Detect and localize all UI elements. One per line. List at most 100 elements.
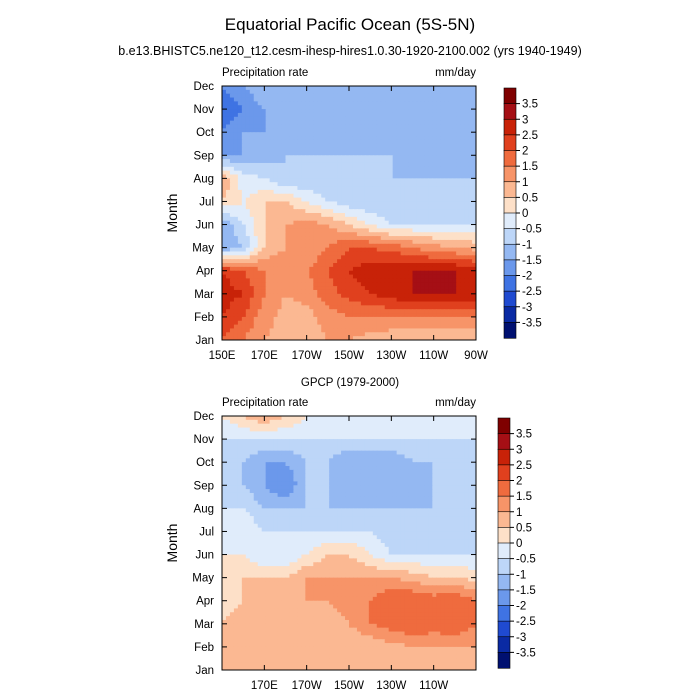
- model-heatmap-cell: [222, 255, 227, 260]
- model-heatmap-cell: [384, 266, 390, 272]
- model-heatmap-cell: [420, 309, 426, 314]
- gpcp-heatmap-cell: [388, 439, 394, 444]
- model-heatmap-cell: [448, 278, 453, 283]
- model-heatmap-cell: [392, 132, 398, 137]
- model-heatmap-cell: [325, 139, 330, 145]
- model-panel: Precipitation rate mm/day JanFebMarAprMa…: [164, 67, 488, 362]
- model-heatmap-cell: [317, 236, 322, 241]
- model-heatmap-cell: [364, 89, 370, 95]
- model-heatmap-cell: [321, 232, 326, 237]
- gpcp-heatmap-cell: [444, 416, 449, 421]
- model-heatmap-cell: [368, 209, 374, 214]
- model-heatmap-cell: [412, 124, 418, 129]
- model-heatmap-cell: [245, 316, 251, 322]
- model-heatmap-cell: [285, 182, 291, 187]
- model-heatmap-cell: [253, 328, 259, 333]
- model-heatmap-cell: [356, 289, 362, 295]
- model-heatmap-cell: [352, 170, 358, 176]
- model-heatmap-cell: [329, 197, 334, 203]
- model-heatmap-cell: [341, 247, 346, 253]
- model-heatmap-cell: [404, 109, 410, 114]
- model-heatmap-cell: [424, 182, 429, 187]
- model-heatmap-cell: [396, 182, 402, 187]
- gpcp-heatmap-cell: [432, 439, 437, 444]
- model-heatmap-cell: [456, 151, 461, 156]
- model-heatmap-cell: [464, 270, 469, 276]
- model-heatmap-cell: [392, 159, 398, 164]
- model-heatmap-cell: [356, 243, 362, 249]
- model-heatmap-cell: [321, 86, 326, 91]
- gpcp-heatmap-cell: [277, 454, 283, 459]
- model-heatmap-cell: [432, 120, 437, 126]
- model-heatmap-cell: [360, 313, 366, 318]
- model-heatmap-cell: [364, 151, 370, 156]
- model-heatmap-cell: [408, 136, 414, 141]
- model-heatmap-cell: [408, 124, 414, 129]
- model-heatmap-cell: [368, 155, 374, 160]
- model-heatmap-cell: [222, 224, 227, 229]
- gpcp-heatmap-cell: [237, 427, 243, 432]
- model-heatmap-cell: [301, 305, 306, 310]
- model-heatmap-cell: [261, 263, 267, 268]
- gpcp-heatmap-cell: [444, 442, 449, 448]
- gpcp-heatmap-cell: [265, 431, 271, 436]
- model-heatmap-cell: [464, 136, 469, 141]
- model-heatmap-cell: [460, 186, 465, 191]
- model-heatmap-cell: [364, 236, 370, 241]
- model-heatmap-cell: [444, 209, 449, 214]
- model-heatmap-cell: [448, 213, 453, 218]
- model-heatmap-cell: [329, 313, 334, 318]
- model-heatmap-cell: [368, 201, 374, 206]
- model-heatmap-cell: [420, 239, 426, 245]
- model-heatmap-cell: [436, 266, 441, 272]
- model-heatmap-cell: [321, 93, 326, 99]
- model-heatmap-cell: [400, 320, 406, 326]
- gpcp-heatmap-cell: [392, 431, 398, 436]
- model-heatmap-cell: [388, 286, 394, 291]
- model-heatmap-cell: [305, 178, 310, 183]
- model-heatmap-cell: [273, 286, 279, 291]
- model-heatmap-cell: [464, 139, 469, 145]
- model-heatmap-cell: [432, 320, 437, 326]
- model-heatmap-cell: [273, 313, 279, 318]
- model-heatmap-cell: [285, 243, 291, 249]
- model-heatmap-cell: [416, 112, 422, 118]
- model-heatmap-cell: [436, 286, 441, 291]
- model-heatmap-cell: [233, 236, 239, 241]
- model-heatmap-cell: [372, 220, 378, 226]
- model-heatmap-cell: [313, 282, 318, 287]
- model-heatmap-cell: [253, 224, 259, 229]
- model-heatmap-cell: [341, 197, 346, 203]
- gpcp-heatmap-cell: [360, 419, 366, 425]
- model-heatmap-cell: [444, 147, 449, 153]
- model-heatmap-cell: [436, 232, 441, 237]
- gpcp-heatmap-cell: [456, 435, 461, 440]
- model-heatmap-cell: [333, 178, 338, 183]
- model-heatmap-cell: [261, 159, 267, 164]
- model-heatmap-cell: [376, 213, 382, 218]
- model-heatmap-cell: [329, 239, 334, 245]
- model-heatmap-cell: [360, 139, 366, 145]
- model-heatmap-cell: [293, 336, 299, 340]
- model-heatmap-cell: [376, 255, 382, 260]
- model-heatmap-cell: [277, 247, 283, 253]
- model-heatmap-cell: [325, 162, 330, 168]
- model-heatmap-cell: [420, 266, 426, 272]
- model-heatmap-cell: [400, 224, 406, 229]
- model-heatmap-cell: [233, 197, 239, 203]
- model-heatmap-cell: [337, 224, 342, 229]
- model-heatmap-cell: [432, 124, 437, 129]
- model-heatmap-cell: [392, 286, 398, 291]
- model-heatmap-cell: [464, 313, 469, 318]
- model-heatmap-cell: [237, 278, 243, 283]
- model-heatmap-cell: [225, 182, 231, 187]
- model-heatmap-cell: [428, 243, 433, 249]
- gpcp-heatmap-cell: [285, 435, 291, 440]
- model-heatmap-cell: [372, 216, 378, 222]
- model-heatmap-cell: [277, 278, 283, 283]
- model-heatmap-cell: [249, 147, 255, 153]
- model-heatmap-cell: [289, 159, 295, 164]
- model-heatmap-cell: [317, 286, 322, 291]
- model-heatmap-cell: [257, 151, 263, 156]
- model-heatmap-cell: [305, 128, 310, 133]
